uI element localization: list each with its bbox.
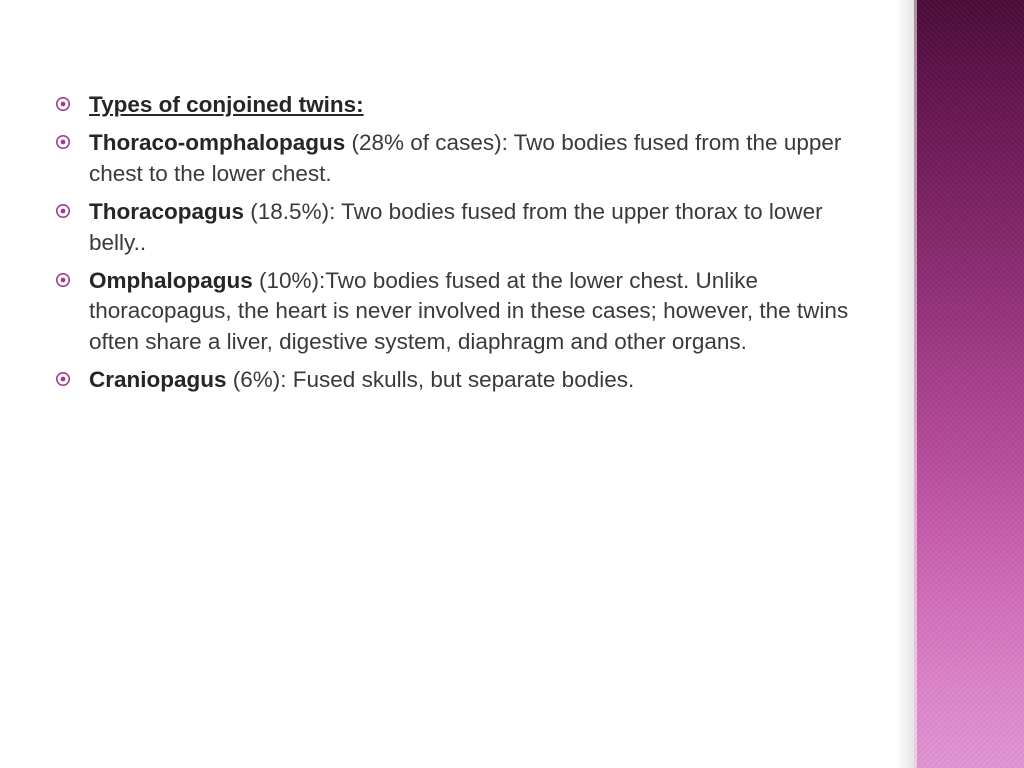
bullet-item: Thoraco-omphalopagus (28% of cases): Two… (55, 128, 865, 189)
bullet-item: Craniopagus (6%): Fused skulls, but sepa… (55, 365, 865, 395)
term-text: Thoracopagus (89, 199, 244, 224)
bullet-text: Craniopagus (6%): Fused skulls, but sepa… (89, 365, 634, 395)
decorative-side-band (914, 0, 1024, 768)
bullet-marker-icon (55, 134, 71, 150)
bullet-text: Types of conjoined twins: (89, 90, 364, 120)
bullet-marker-icon (55, 272, 71, 288)
term-text: Craniopagus (89, 367, 227, 392)
bullet-text: Thoracopagus (18.5%): Two bodies fused f… (89, 197, 865, 258)
bullet-text: Omphalopagus (10%):Two bodies fused at t… (89, 266, 865, 357)
bullet-item: Types of conjoined twins: (55, 90, 865, 120)
term-text: Omphalopagus (89, 268, 253, 293)
slide-body: Types of conjoined twins: Thoraco-omphalo… (55, 90, 865, 403)
band-shadow (896, 0, 914, 768)
band-texture (914, 0, 1024, 768)
bullet-marker-icon (55, 203, 71, 219)
term-text: Thoraco-omphalopagus (89, 130, 345, 155)
heading-text: Types of conjoined twins: (89, 92, 364, 117)
bullet-item: Thoracopagus (18.5%): Two bodies fused f… (55, 197, 865, 258)
description-text: (6%): Fused skulls, but separate bodies. (227, 367, 635, 392)
bullet-marker-icon (55, 371, 71, 387)
bullet-marker-icon (55, 96, 71, 112)
bullet-item: Omphalopagus (10%):Two bodies fused at t… (55, 266, 865, 357)
bullet-text: Thoraco-omphalopagus (28% of cases): Two… (89, 128, 865, 189)
